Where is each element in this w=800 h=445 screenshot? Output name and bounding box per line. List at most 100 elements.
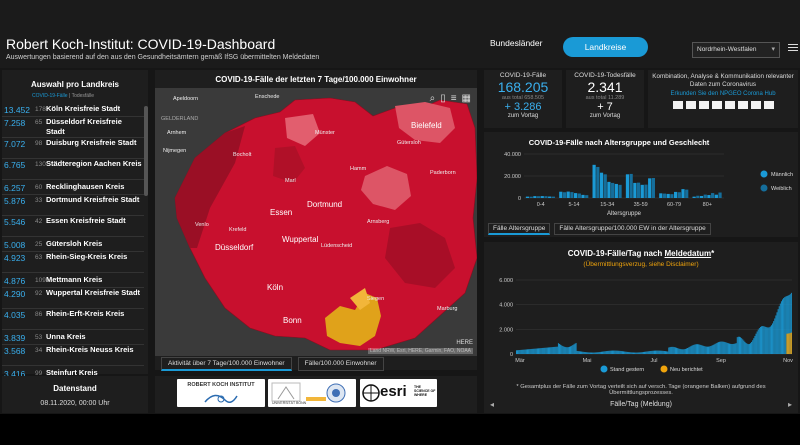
tab-cases[interactable]: COVID-19-Fälle [32,93,68,99]
age-bar [540,196,544,198]
daily-bar [718,342,719,354]
county-cases: 4.923 [4,253,26,263]
daily-bar [568,346,570,354]
daily-bar [613,350,615,354]
grid-icon[interactable]: ▦ [461,93,471,104]
hub-icon[interactable] [685,101,696,109]
daily-title-post: * [711,249,715,258]
daily-bar [726,342,728,354]
daily-bar [741,338,743,354]
county-cases: 4.876 [4,276,26,286]
daily-bar [670,346,672,354]
deaths-value: 2.341 [587,79,623,95]
county-row[interactable]: 13.452 178 Köln Kreisfreie Stadt [2,102,144,117]
daily-bar [582,351,584,354]
tab-age-per-100k[interactable]: Fälle Altersgruppe/100.000 EW in der Alt… [554,223,711,235]
menu-icon[interactable] [788,42,798,52]
daily-bar [548,347,549,354]
age-chart: 0 20.000 40.000 0-4 5-14 15-34 35-59 60-79 80+ Al… [504,152,793,217]
daily-bar [714,343,716,354]
hub-icon[interactable] [750,101,761,109]
daily-bar [743,340,745,354]
daily-bar [580,351,581,354]
daily-bar [769,326,771,354]
city-label: Köln [267,283,284,292]
daily-bar [753,338,755,354]
daily-bar [771,325,772,354]
county-row[interactable]: 4.290 92 Wuppertal Kreisfreie Stadt [2,288,144,309]
daily-bar [704,346,706,354]
hub-icon[interactable] [711,101,722,109]
daily-bar [602,351,604,354]
county-row[interactable]: 4.876 109 Mettmann Kreis [2,273,144,288]
rki-logo[interactable]: ROBERT KOCH INSTITUT [177,379,265,407]
chevron-right-icon[interactable]: ▸ [787,400,792,409]
esri-logo[interactable]: esri THE SCIENCE OF WHERE [360,379,437,407]
hub-icon[interactable] [698,101,709,109]
bookmark-icon[interactable]: ▯ [440,93,446,104]
tab-cases-per-100k[interactable]: Fälle/100.000 Einwohner [297,357,384,371]
hub-icon[interactable] [724,101,735,109]
state-select[interactable]: Nordrhein-Westfalen ▾ [692,42,780,58]
cases-delta: + 3.286 [504,101,542,113]
daily-title-underlined[interactable]: Meldedatum [664,249,712,258]
hub-link[interactable]: Erkunden Sie den NPGEO Corona Hub [670,91,776,97]
county-row[interactable]: 3.839 53 Unna Kreis [2,330,144,345]
county-row[interactable]: 5.546 42 Essen Kreisfreie Stadt [2,216,144,237]
daily-bar [627,351,629,354]
tab-landkreise[interactable]: Landkreise [563,37,648,57]
county-row[interactable]: 4.923 63 Rhein-Sieg-Kreis Kreis [2,252,144,273]
daily-bar-new [790,332,792,354]
city-label: Nijmegen [163,148,187,154]
county-row[interactable]: 7.258 65 Düsseldorf Kreisfreie Stadt [2,117,144,138]
chevron-left-icon[interactable]: ◂ [490,400,495,409]
x-tick-label: 35-59 [634,202,648,208]
tab-bundeslaender[interactable]: Bundesländer [490,38,543,48]
x-tick-label: Nov [783,358,793,364]
county-deaths: 109 [35,277,46,284]
search-icon[interactable]: ⌕ [429,93,436,104]
hub-icon[interactable] [672,101,683,109]
daily-bar [779,303,781,354]
daily-bar [747,344,749,354]
age-bar [618,184,622,198]
age-bar [529,196,533,198]
map-view[interactable]: ⌕ ▯ ≡ ▦ Apeldoorn Enschede GELDERLAND Ar… [155,88,477,356]
tab-activity[interactable]: Aktivität über 7 Tage/100.000 Einwohner [161,357,292,371]
bonn-logo[interactable]: UNIVERSITÄT BONN [268,379,356,407]
daily-bar [551,347,553,354]
daily-bar [616,350,618,354]
daily-bar [539,348,541,354]
daily-bar [662,350,664,354]
daily-bar [555,346,557,354]
age-bar [562,192,567,198]
daily-bar [639,352,641,354]
daily-bar [567,347,569,354]
county-deaths: 65 [35,119,43,126]
county-name: Rhein-Kreis Neuss Kreis [46,345,134,354]
hub-icon[interactable] [763,101,774,109]
county-row[interactable]: 6.257 60 Recklinghausen Kreis [2,180,144,195]
tab-deaths[interactable]: Todesfälle [71,93,95,99]
daily-bar [684,348,686,354]
county-row[interactable]: 4.035 86 Rhein-Erft-Kreis Kreis [2,309,144,330]
layers-icon[interactable]: ≡ [450,93,457,104]
county-row[interactable]: 5.876 33 Dortmund Kreisfreie Stadt [2,195,144,216]
bonn-emblem-icon [271,382,346,403]
daily-bar [577,351,579,354]
esri-globe-icon [362,384,380,402]
county-row[interactable]: 3.568 34 Rhein-Kreis Neuss Kreis [2,345,144,366]
city-label: Marburg [437,306,458,312]
scrollbar[interactable] [144,106,148,196]
daily-bar [690,346,692,354]
county-row[interactable]: 6.765 130 Städteregion Aachen Kreis [2,159,144,180]
daily-bar [516,350,517,354]
tab-age-cases[interactable]: Fälle Altersgruppe [488,223,551,235]
county-row[interactable]: 7.072 98 Duisburg Kreisfreie Stadt [2,138,144,159]
hub-icon[interactable] [737,101,748,109]
county-row[interactable]: 5.008 25 Gütersloh Kreis [2,237,144,252]
x-tick-label: 80+ [703,202,712,208]
county-name: Unna Kreis [46,332,86,341]
y-tick-label: 4.000 [499,303,513,309]
